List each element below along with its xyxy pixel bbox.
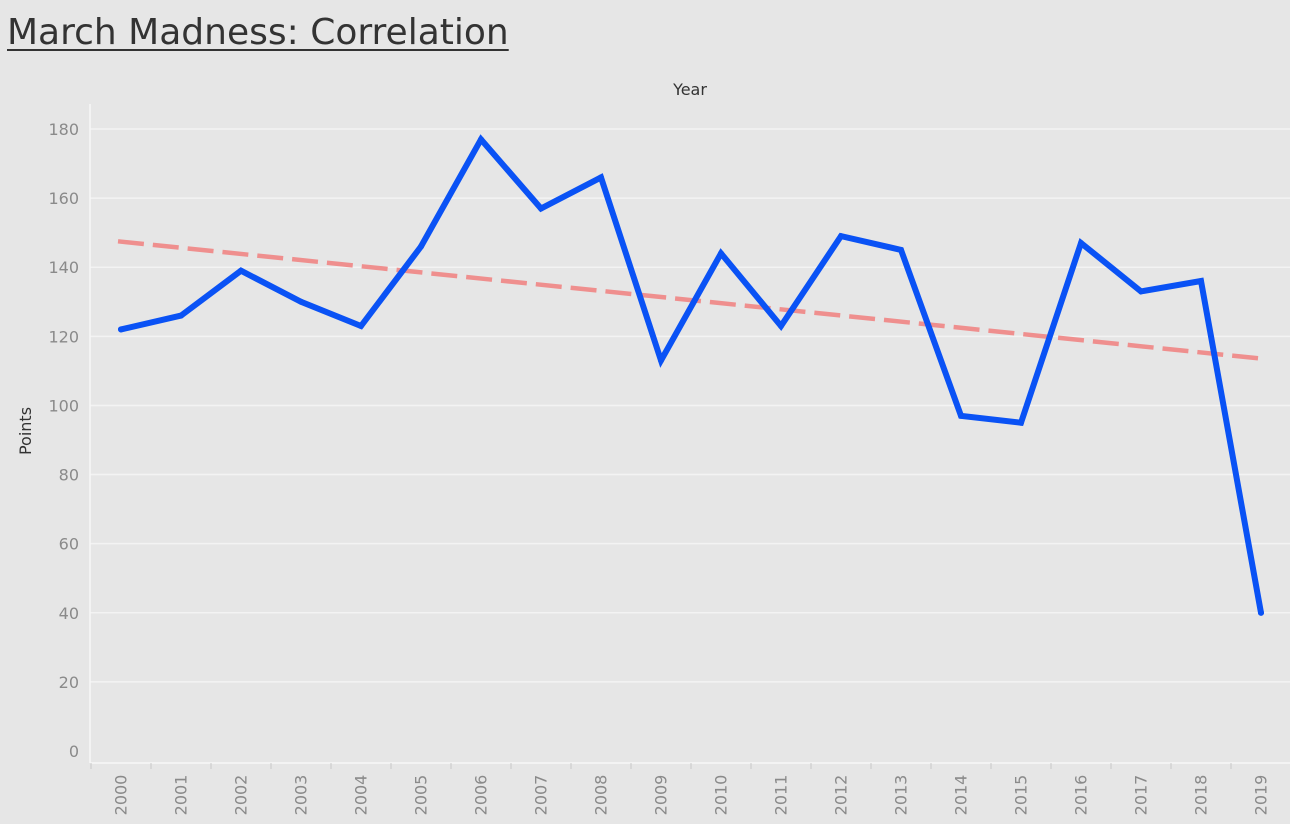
x-tick-label: 2018 <box>1192 775 1211 816</box>
x-tick-label: 2014 <box>952 775 971 816</box>
x-tick-label: 2013 <box>892 775 911 816</box>
data-point[interactable] <box>238 267 244 274</box>
data-point[interactable] <box>778 323 784 329</box>
x-axis-ticks: 2000 2001 2002 2003 2004 2005 2006 2007 2008 2009… <box>90 763 1271 816</box>
x-tick-label: 2001 <box>172 775 191 816</box>
data-point[interactable] <box>718 250 724 257</box>
data-point[interactable] <box>898 246 904 253</box>
y-tick-label: 80 <box>59 466 79 485</box>
data-point[interactable] <box>838 233 844 240</box>
x-tick-label: 2008 <box>592 775 611 816</box>
data-point[interactable] <box>958 412 964 419</box>
data-point[interactable] <box>1138 288 1144 295</box>
y-tick-label: 180 <box>48 120 79 139</box>
y-tick-label: 100 <box>48 396 79 415</box>
data-point[interactable] <box>538 205 544 212</box>
x-tick-label: 2007 <box>532 775 551 816</box>
data-point[interactable] <box>178 312 184 319</box>
gridlines <box>90 128 1290 683</box>
y-tick-label: 20 <box>59 673 79 692</box>
data-point[interactable] <box>418 243 424 250</box>
data-point[interactable] <box>598 174 604 181</box>
x-tick-label: 2015 <box>1012 775 1031 816</box>
x-tick-label: 2009 <box>652 775 671 816</box>
series-layer <box>118 134 1264 616</box>
x-tick-label: 2010 <box>712 775 731 816</box>
axes <box>89 104 1290 764</box>
x-tick-label: 2016 <box>1072 775 1091 816</box>
data-point[interactable] <box>358 323 364 329</box>
y-tick-label: 60 <box>59 535 79 554</box>
y-axis-title: Points <box>16 407 35 455</box>
trend-line <box>117 239 1264 362</box>
data-point[interactable] <box>1078 240 1084 246</box>
y-tick-label: 40 <box>59 604 79 623</box>
x-tick-label: 2005 <box>412 775 431 816</box>
x-tick-label: 2000 <box>112 775 131 816</box>
x-tick-label: 2017 <box>1132 775 1151 816</box>
data-point[interactable] <box>298 298 304 305</box>
x-tick-label: 2012 <box>832 775 851 816</box>
y-tick-label: 140 <box>48 258 79 277</box>
y-axis-ticks: 0 20 40 60 80 100 120 140 160 180 <box>48 120 79 761</box>
data-point[interactable] <box>658 357 664 364</box>
x-tick-label: 2006 <box>472 775 491 816</box>
y-tick-label: 120 <box>48 327 79 346</box>
data-point[interactable] <box>1258 609 1264 616</box>
x-tick-label: 2003 <box>292 775 311 816</box>
trend-line-layer <box>117 239 1264 362</box>
data-point[interactable] <box>1198 278 1204 284</box>
x-tick-label: 2019 <box>1252 775 1271 816</box>
y-tick-label: 0 <box>69 742 79 761</box>
chart-title: March Madness: Correlation <box>7 12 509 53</box>
data-point[interactable] <box>118 326 124 333</box>
data-point[interactable] <box>478 136 484 143</box>
y-tick-label: 160 <box>48 189 79 208</box>
x-tick-label: 2004 <box>352 775 371 816</box>
x-axis-title: Year <box>672 80 707 99</box>
x-tick-label: 2002 <box>232 775 251 816</box>
data-point[interactable] <box>1018 419 1024 426</box>
x-tick-label: 2011 <box>772 775 791 816</box>
series-line <box>118 134 1264 616</box>
